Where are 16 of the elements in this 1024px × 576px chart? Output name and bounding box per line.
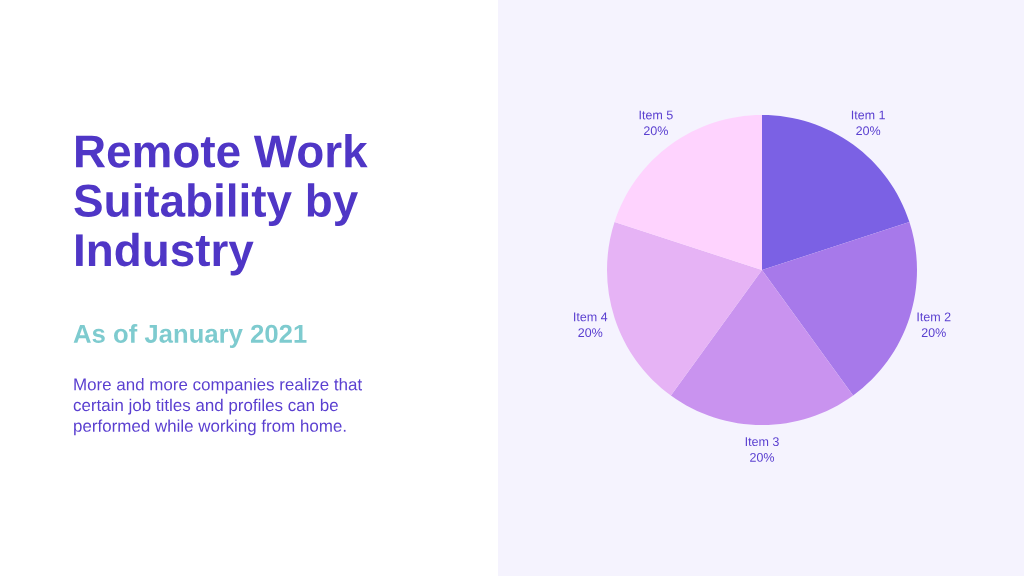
data-label: 20% <box>856 126 881 136</box>
pie-slice <box>762 222 917 396</box>
slice-label: Item 4 <box>574 312 608 322</box>
slice-label: Item 1 <box>851 110 885 120</box>
data-label: 20% <box>643 126 668 136</box>
data-label: 20% <box>578 328 603 338</box>
slice-label: Item 3 <box>745 437 779 447</box>
slice-label: Item 5 <box>639 110 673 120</box>
pie-slice <box>607 222 762 396</box>
text: As of January 2021 <box>73 324 307 348</box>
text: More and more companies realize that certain job titles and profiles can be performed while working from home. <box>73 378 363 436</box>
data-label: 20% <box>921 328 946 338</box>
pie-slice <box>670 270 854 425</box>
slice-label: Item 2 <box>917 312 951 322</box>
data-label: 20% <box>750 452 775 462</box>
text: Remote Work Suitability by Industry <box>74 134 368 276</box>
